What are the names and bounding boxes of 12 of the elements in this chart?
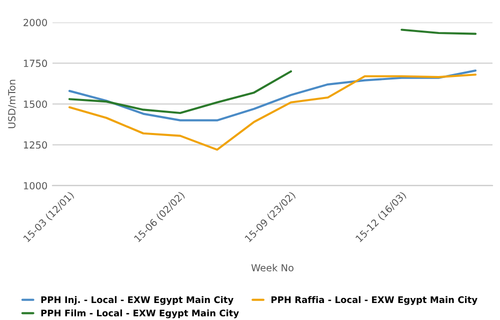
y-tick-label: 1750	[24, 60, 47, 68]
y-tick-label: 1250	[24, 141, 47, 149]
line-series	[68, 70, 477, 122]
x-axis-title: Week No	[251, 264, 294, 272]
y-axis-title: USD/mTon	[8, 80, 16, 128]
y-tick-label: 1000	[24, 182, 47, 190]
line-series	[68, 74, 477, 151]
y-tick-label: 1500	[24, 100, 47, 108]
legend-label: PPH Inj. - Local - EXW Egypt Main City	[41, 296, 234, 305]
legend-label: PPH Raffia - Local - EXW Egypt Main City	[271, 296, 478, 305]
y-tick-label: 2000	[24, 18, 47, 26]
legend-label: PPH Film - Local - EXW Egypt Main City	[41, 309, 239, 318]
